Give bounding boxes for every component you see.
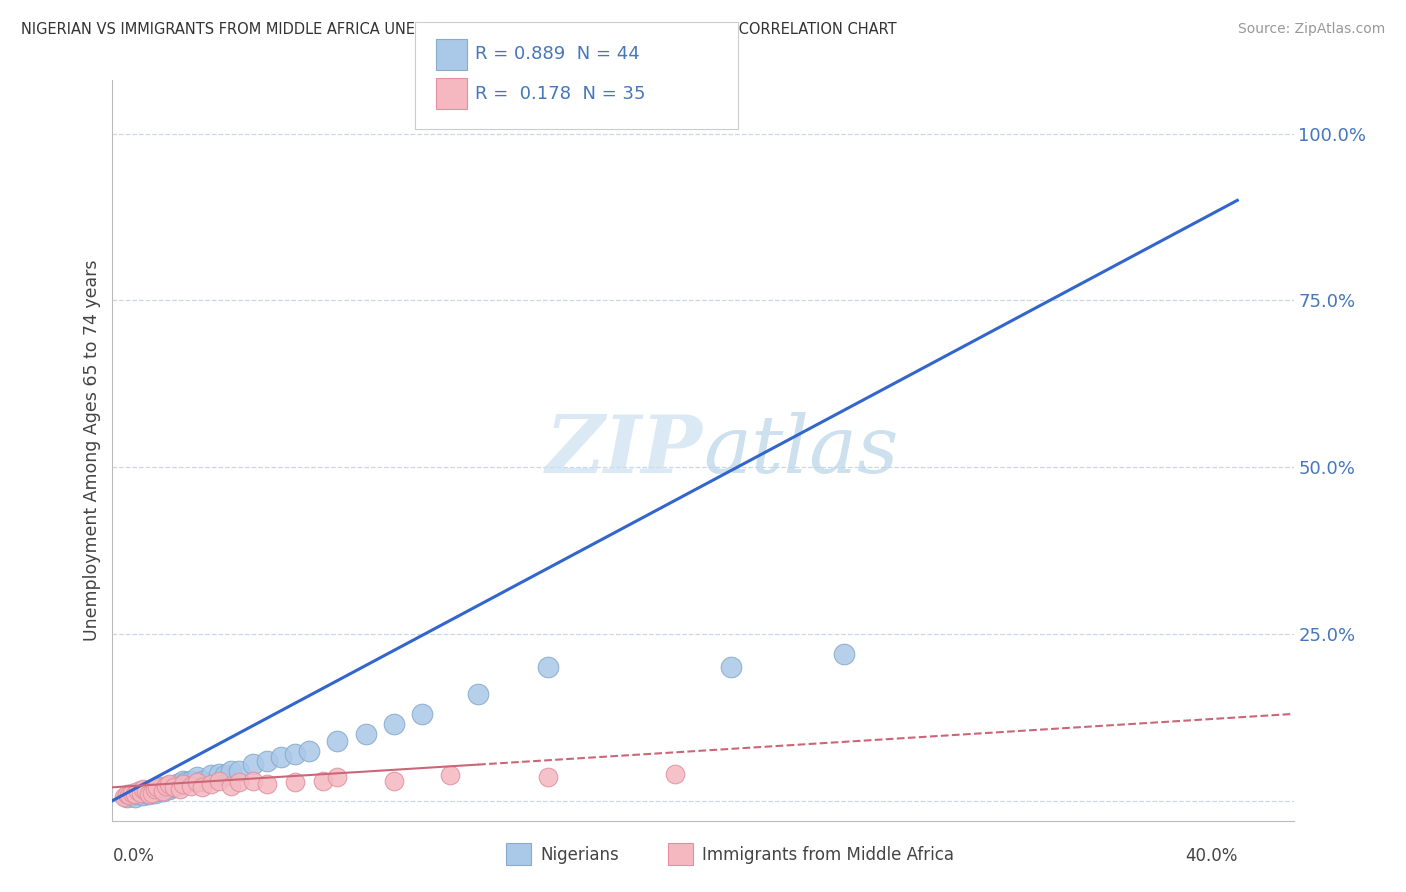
Point <box>157 781 180 796</box>
Point <box>256 777 278 791</box>
Point <box>537 770 560 784</box>
Text: Source: ZipAtlas.com: Source: ZipAtlas.com <box>1237 22 1385 37</box>
Point <box>129 787 152 801</box>
Point <box>118 789 141 803</box>
Point <box>152 783 174 797</box>
Point <box>214 768 236 782</box>
Point <box>127 783 149 797</box>
Point <box>354 727 377 741</box>
Point <box>163 779 186 793</box>
Text: 0.0%: 0.0% <box>112 847 155 865</box>
Point <box>200 777 222 791</box>
Point <box>172 773 194 788</box>
Point <box>132 781 155 796</box>
Point <box>228 775 250 789</box>
Point <box>149 780 172 795</box>
Point <box>284 775 307 789</box>
Text: ZIP: ZIP <box>546 412 703 489</box>
Point <box>467 687 489 701</box>
Point <box>141 783 163 797</box>
Point <box>143 786 166 800</box>
Point <box>143 781 166 796</box>
Text: atlas: atlas <box>703 412 898 489</box>
Point <box>155 779 177 793</box>
Point <box>228 764 250 778</box>
Point <box>186 775 208 789</box>
Point <box>411 706 433 721</box>
Point <box>720 660 742 674</box>
Point <box>208 773 231 788</box>
Text: R =  0.178  N = 35: R = 0.178 N = 35 <box>475 85 645 103</box>
Point <box>166 777 188 791</box>
Y-axis label: Unemployment Among Ages 65 to 74 years: Unemployment Among Ages 65 to 74 years <box>83 260 101 641</box>
Point <box>186 770 208 784</box>
Point <box>112 790 135 805</box>
Point <box>135 783 157 797</box>
Point <box>141 786 163 800</box>
Point <box>121 789 143 803</box>
Point <box>121 786 143 800</box>
Point <box>439 768 461 782</box>
Point <box>138 787 160 801</box>
Point <box>174 775 197 789</box>
Point <box>152 783 174 797</box>
Point <box>219 764 242 778</box>
Point <box>157 779 180 793</box>
Point <box>172 777 194 791</box>
Point <box>208 767 231 781</box>
Point <box>127 787 149 801</box>
Point <box>191 780 214 795</box>
Point <box>326 733 349 747</box>
Point <box>160 780 183 795</box>
Text: Immigrants from Middle Africa: Immigrants from Middle Africa <box>702 846 953 863</box>
Point <box>326 770 349 784</box>
Point <box>132 789 155 803</box>
Point <box>191 773 214 788</box>
Point <box>172 777 194 791</box>
Point <box>124 789 146 804</box>
Point <box>129 783 152 797</box>
Point <box>537 660 560 674</box>
Point <box>382 773 405 788</box>
Point <box>115 787 138 801</box>
Point <box>180 779 202 793</box>
Point <box>157 777 180 791</box>
Point <box>180 773 202 788</box>
Point <box>138 787 160 801</box>
Point <box>219 779 242 793</box>
Point <box>256 754 278 768</box>
Text: NIGERIAN VS IMMIGRANTS FROM MIDDLE AFRICA UNEMPLOYMENT AMONG AGES 65 TO 74 YEARS: NIGERIAN VS IMMIGRANTS FROM MIDDLE AFRIC… <box>21 22 897 37</box>
Point <box>129 786 152 800</box>
Point <box>169 781 191 796</box>
Point <box>163 780 186 795</box>
Point <box>382 717 405 731</box>
Point <box>270 750 292 764</box>
Point <box>200 768 222 782</box>
Point <box>115 790 138 805</box>
Text: 40.0%: 40.0% <box>1185 847 1237 865</box>
Point <box>124 787 146 801</box>
Point <box>664 767 686 781</box>
Point <box>146 783 169 797</box>
Point <box>135 786 157 800</box>
Point <box>242 756 264 771</box>
Text: Nigerians: Nigerians <box>540 846 619 863</box>
Point <box>298 743 321 757</box>
Point <box>284 747 307 761</box>
Point <box>146 780 169 795</box>
Text: R = 0.889  N = 44: R = 0.889 N = 44 <box>475 45 640 62</box>
Point <box>832 647 855 661</box>
Point <box>312 773 335 788</box>
Point <box>242 773 264 788</box>
Point <box>143 781 166 796</box>
